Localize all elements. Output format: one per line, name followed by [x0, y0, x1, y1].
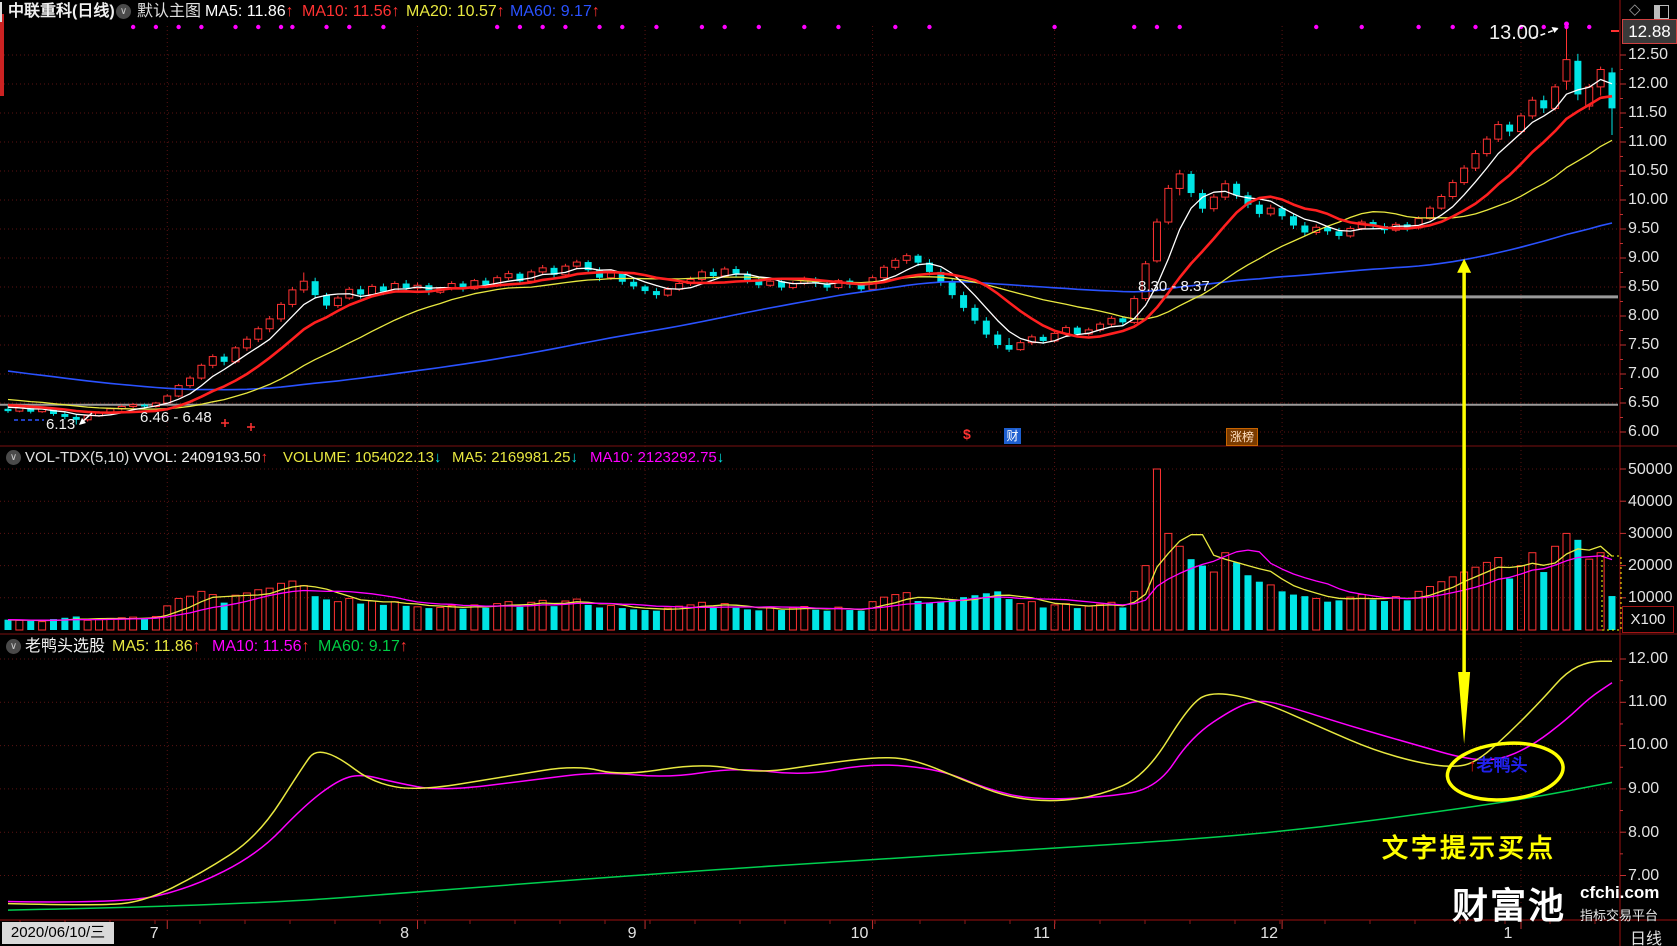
duck-head-annotation: ↑老鸭头	[1468, 756, 1528, 775]
high-price-annotation: 13.00	[1489, 22, 1540, 44]
vol-tick: 20000	[1628, 557, 1673, 574]
price-tick: 9.00	[1628, 249, 1660, 266]
chevron-down-icon[interactable]: ∨	[6, 450, 21, 465]
ma60-legend: MA60: 9.17↑	[510, 3, 600, 20]
p3-tick: 11.00	[1628, 693, 1667, 710]
low-price-annotation: 6.13	[46, 416, 76, 433]
month-label: 8	[400, 925, 409, 942]
price-tick: 12.00	[1628, 75, 1669, 92]
layout-selector[interactable]: 默认主图	[137, 3, 202, 20]
down-arrow-icon: ↓	[716, 449, 725, 466]
volume-unit-badge: X100	[1622, 606, 1674, 633]
p3-ma10-legend: MA10: 11.56↑	[212, 638, 310, 655]
price-tick: 6.00	[1628, 423, 1660, 440]
vol-ma5-legend: MA5: 2169981.25↓	[452, 449, 578, 466]
p3-tick: 7.00	[1628, 867, 1660, 884]
price-tick: 11.50	[1628, 104, 1667, 121]
month-label: 9	[627, 925, 637, 942]
month-label: 11	[1033, 925, 1050, 942]
price-tick: 7.00	[1628, 365, 1660, 382]
up-arrow-icon: ↑	[496, 3, 505, 20]
price-tick: 7.50	[1628, 336, 1660, 353]
up-arrow-icon: ↑	[399, 638, 408, 655]
current-price-badge: 12.88	[1622, 19, 1677, 44]
up-arrow-icon: ↑	[391, 3, 400, 20]
vol-tick: 40000	[1628, 493, 1673, 510]
price-tick: 10.00	[1628, 191, 1669, 208]
p3-tick: 9.00	[1628, 780, 1660, 797]
month-label: 7	[149, 925, 159, 942]
vol-tick: 50000	[1628, 461, 1673, 478]
price-tick: 11.00	[1628, 133, 1667, 150]
price-tick: 9.50	[1628, 220, 1660, 237]
p3-ma5-legend: MA5: 11.86↑	[112, 638, 201, 655]
volume-legend: VOLUME: 1054022.13↓	[283, 449, 442, 466]
candle-layer	[4, 26, 1616, 425]
p3-tick: 10.00	[1628, 736, 1669, 753]
month-label: 10	[850, 925, 869, 942]
split-screen-icon[interactable]	[1654, 5, 1669, 19]
buy-hint-annotation: 文字提示买点	[1382, 833, 1557, 863]
event-marker-news[interactable]: 财	[1004, 428, 1021, 444]
volume-indicator-name: VOL-TDX(5,10)	[25, 449, 130, 466]
price-tick: 10.50	[1628, 162, 1669, 179]
price-tick: 12.50	[1628, 46, 1669, 63]
up-arrow-icon: ↑	[285, 3, 294, 20]
down-arrow-icon: ↓	[433, 449, 442, 466]
diamond-icon[interactable]: ◇	[1629, 1, 1641, 18]
period-label[interactable]: 日线	[1630, 931, 1663, 946]
down-arrow-icon: ↓	[570, 449, 578, 466]
up-arrow-icon: ↑	[192, 638, 201, 655]
volume-layer	[4, 468, 1616, 631]
p3-tick: 12.00	[1628, 650, 1669, 667]
month-label: 1	[1503, 925, 1513, 942]
up-arrow-icon: ↑	[260, 449, 269, 466]
p3-ma60-legend: MA60: 9.17↑	[318, 638, 408, 655]
month-label: 12	[1260, 925, 1278, 942]
chevron-down-icon[interactable]: ∨	[116, 4, 131, 19]
symbol-title: 中联重科(日线)	[8, 3, 115, 20]
resistance-annotation: 8.30 - 8.37	[1138, 278, 1210, 295]
ma-layer	[7, 78, 1613, 911]
ma20-legend: MA20: 10.57↑	[406, 3, 505, 20]
red-up-arrow-icon: ↑	[1468, 756, 1477, 775]
ma10-legend: MA10: 11.56↑	[302, 3, 400, 20]
chevron-down-icon[interactable]: ∨	[6, 639, 21, 654]
split-fill	[1655, 6, 1660, 18]
vol-tick: 10000	[1628, 589, 1673, 606]
support-annotation: 6.46 - 6.48	[140, 409, 212, 426]
pane3-indicator-name: 老鸭头选股	[25, 638, 106, 655]
watermark-brand: 财富池	[1452, 885, 1567, 926]
date-label[interactable]: 2020/06/10/三	[2, 922, 114, 944]
up-arrow-icon: ↑	[301, 638, 310, 655]
price-tick: 8.00	[1628, 307, 1660, 324]
price-tick: 6.50	[1628, 394, 1660, 411]
event-marker-dollar[interactable]: $	[963, 426, 971, 442]
up-arrow-icon: ↑	[591, 3, 600, 20]
ma5-legend: MA5: 11.86↑	[205, 3, 294, 20]
vol-ma10-legend: MA10: 2123292.75↓	[590, 449, 725, 466]
price-tick: 8.50	[1628, 278, 1660, 295]
p3-tick: 8.00	[1628, 824, 1660, 841]
watermark-tagline: 指标交易平台	[1580, 908, 1659, 923]
vvol-legend: VVOL: 2409193.50↑	[133, 449, 269, 466]
watermark-domain: cfchi.com	[1580, 883, 1660, 902]
annotation-layer	[0, 2, 1622, 802]
event-marker-rank[interactable]: 涨榜	[1226, 428, 1259, 446]
vol-tick: 30000	[1628, 525, 1673, 542]
